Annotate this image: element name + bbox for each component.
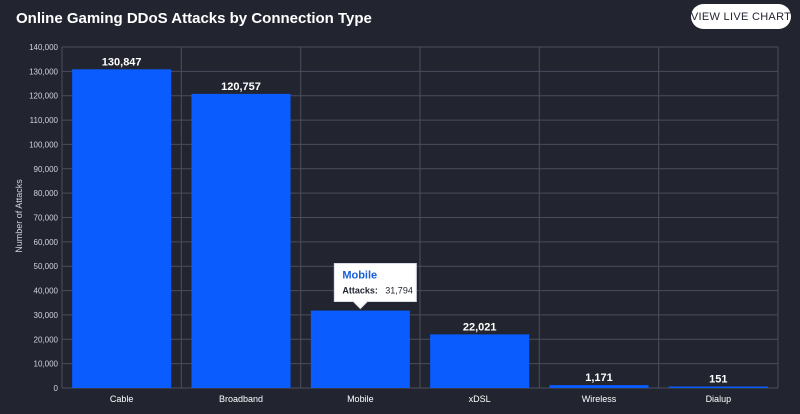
value-label-dialup: 151 (709, 374, 727, 386)
y-tick-label: 40,000 (34, 287, 59, 296)
y-tick-label: 110,000 (30, 116, 59, 125)
view-live-chart-button[interactable]: VIEW LIVE CHART (691, 4, 791, 29)
x-tick-label-cable: Cable (110, 394, 134, 404)
chart-title: Online Gaming DDoS Attacks by Connection… (16, 10, 372, 27)
grid-layer (61, 46, 779, 389)
bar-dialup[interactable] (668, 386, 768, 389)
value-label-cable: 130,847 (102, 56, 142, 68)
y-tick-label: 80,000 (34, 189, 59, 198)
x-tick-label-xdsl: xDSL (469, 394, 491, 404)
bar-mobile[interactable] (310, 310, 410, 388)
y-tick-label: 0 (54, 384, 59, 393)
tooltip-title: Mobile (342, 270, 377, 282)
y-tick-label: 50,000 (34, 262, 59, 271)
y-tick-label: 10,000 (34, 360, 59, 369)
bar-wireless[interactable] (549, 385, 649, 388)
y-tick-label: 120,000 (29, 92, 58, 101)
y-tick-label: 140,000 (29, 43, 58, 52)
value-label-wireless: 1,171 (585, 372, 613, 384)
value-labels-layer: 130,847 120,757 22,021 1,171 151 (102, 56, 728, 385)
bar-broadband[interactable] (191, 93, 291, 388)
y-tick-label: 130,000 (29, 67, 58, 76)
tooltip-box (333, 263, 417, 310)
tooltip-line: Attacks: 31,794 (342, 281, 413, 298)
y-axis-ticks: 0 10,000 20,000 30,000 40,000 50,000 60,000 70,… (29, 43, 58, 393)
y-tick-label: 30,000 (34, 311, 59, 320)
y-tick-label: 70,000 (34, 214, 59, 223)
x-tick-label-dialup: Dialup (706, 394, 732, 404)
x-tick-label-mobile: Mobile (347, 394, 374, 404)
x-axis-ticks: Cable Broadband Mobile xDSL Wireless Dialup (110, 394, 731, 404)
bars-layer (72, 69, 768, 388)
tooltip: Mobile Attacks: 31,794 (333, 263, 417, 310)
y-tick-label: 60,000 (34, 238, 59, 247)
y-tick-label: 100,000 (29, 140, 58, 149)
y-axis-title: Number of Attacks (14, 179, 24, 253)
x-tick-label-broadband: Broadband (219, 394, 263, 404)
y-tick-label: 90,000 (34, 165, 59, 174)
x-tick-label-wireless: Wireless (582, 394, 617, 404)
value-label-broadband: 120,757 (221, 81, 261, 93)
value-label-xdsl: 22,021 (463, 321, 497, 333)
bar-xdsl[interactable] (430, 334, 530, 388)
tooltip-value: 31,794 (385, 286, 413, 296)
y-tick-label: 20,000 (34, 335, 59, 344)
tooltip-key: Attacks: (342, 286, 378, 296)
bar-cable[interactable] (72, 69, 172, 388)
